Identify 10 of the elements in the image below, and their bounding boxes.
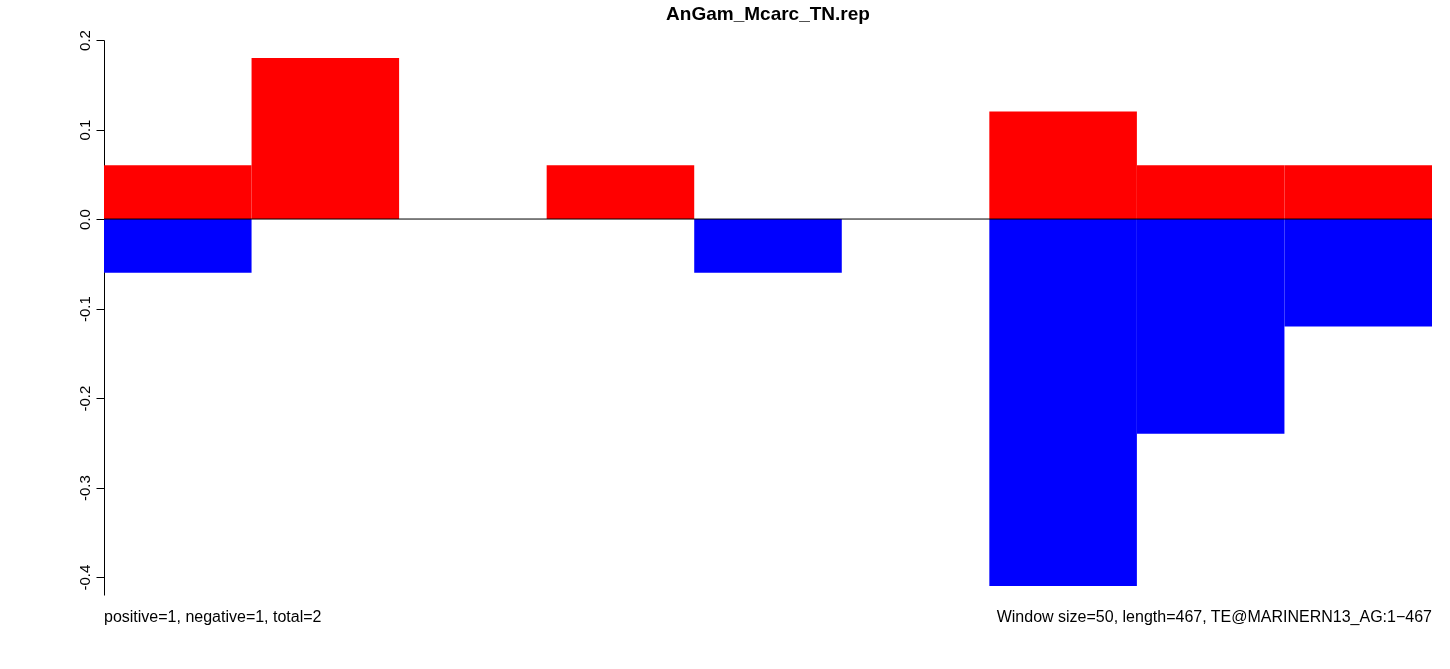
y-tick-label: 0.1 — [75, 119, 93, 141]
y-tick-label: 0.2 — [75, 30, 93, 51]
y-tick-label: -0.4 — [75, 564, 93, 591]
y-tick-label: -0.2 — [75, 385, 93, 412]
text: Window size=50, length=467, TE@MARINERN13_AG:1−467 — [996, 608, 1433, 626]
y-tick-label: -0.1 — [75, 296, 93, 322]
y-tick-label: -0.3 — [75, 475, 93, 502]
text: positive=1, negative=1, total=2 — [104, 608, 322, 625]
y-tick-label: 0.0 — [75, 209, 93, 230]
chart-title: AnGam_Mcarc_TN.rep — [666, 2, 870, 24]
